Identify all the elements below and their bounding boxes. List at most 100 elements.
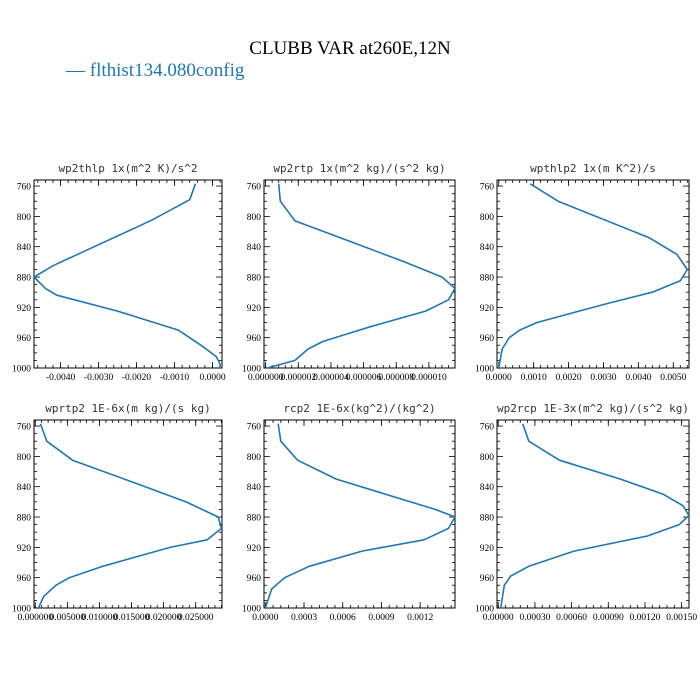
x-tick-label: 0.0020 xyxy=(556,373,582,383)
x-tick-label: -0.0030 xyxy=(84,373,114,383)
x-tick-label: 0.000000 xyxy=(17,613,53,623)
x-tick-label: 0.00120 xyxy=(630,613,661,623)
x-tick-label: 0.010000 xyxy=(82,613,118,623)
x-tick-label: 0.0012 xyxy=(407,613,433,623)
x-tick-label: 0.000004 xyxy=(313,373,349,383)
plot-frame xyxy=(496,179,690,369)
y-tick-label: 880 xyxy=(17,514,32,524)
y-tick-label: 880 xyxy=(247,274,262,284)
x-tick-label: 0.0050 xyxy=(660,373,686,383)
x-tick-label: 0.015000 xyxy=(114,613,150,623)
figure-title: CLUBB VAR at260E,12N xyxy=(249,38,451,59)
x-tick-label: 0.0000 xyxy=(252,613,278,623)
profile-line xyxy=(264,423,455,608)
plot-frame xyxy=(33,179,223,369)
y-tick-label: 880 xyxy=(17,274,32,284)
y-tick-label: 880 xyxy=(247,514,262,524)
panel-title: wp2thlp 1x(m^2 K)/s^2 xyxy=(58,162,197,175)
panel-title: wprtp2 1E-6x(m kg)/(s kg) xyxy=(45,402,211,415)
y-tick-label: 1000 xyxy=(242,365,261,375)
x-tick-label: 0.0030 xyxy=(590,373,616,383)
x-tick-label: 0.000002 xyxy=(280,373,316,383)
y-tick-label: 840 xyxy=(17,483,32,493)
x-tick-label: 0.0010 xyxy=(521,373,547,383)
y-tick-label: 1000 xyxy=(475,605,494,615)
legend-entry: — flthist134.080config xyxy=(65,60,245,81)
y-tick-label: 880 xyxy=(480,274,495,284)
x-tick-label: 0.0009 xyxy=(368,613,394,623)
x-tick-label: -0.0010 xyxy=(160,373,190,383)
y-tick-label: 880 xyxy=(480,514,495,524)
y-tick-label: 1000 xyxy=(475,365,494,375)
x-tick-label: 0.00000 xyxy=(483,613,514,623)
profile-panel: rcp2 1E-6x(kg^2)/(kg^2) 760 800 840 880 920 96… xyxy=(242,402,456,623)
profile-panel: wp2rtp 1x(m^2 kg)/(s^2 kg) 760 800 840 880 92… xyxy=(242,162,456,383)
y-tick-label: 960 xyxy=(247,574,262,584)
y-tick-label: 800 xyxy=(17,213,32,223)
x-tick-label: 0.00060 xyxy=(556,613,587,623)
y-tick-label: 1000 xyxy=(242,605,261,615)
y-tick-label: 960 xyxy=(17,574,32,584)
plot-frame xyxy=(263,179,456,369)
profile-line xyxy=(267,183,455,368)
y-tick-label: 760 xyxy=(247,183,262,193)
y-tick-label: 840 xyxy=(247,483,262,493)
panel-grid: wp2thlp 1x(m^2 K)/s^2 760 800 840 880 920 960 1… xyxy=(12,162,697,623)
profile-panel: wprtp2 1E-6x(m kg)/(s kg) 760 800 840 880 920… xyxy=(12,402,223,623)
y-tick-label: 1000 xyxy=(12,365,31,375)
profile-line xyxy=(499,423,689,608)
x-tick-label: 0.005000 xyxy=(50,613,86,623)
x-tick-label: -0.0040 xyxy=(46,373,76,383)
y-tick-label: 960 xyxy=(480,334,495,344)
y-tick-label: 760 xyxy=(17,423,32,433)
y-tick-label: 960 xyxy=(247,334,262,344)
x-tick-label: 0.000000 xyxy=(248,373,284,383)
y-tick-label: 960 xyxy=(480,574,495,584)
profile-line xyxy=(37,423,222,608)
profile-panel: wp2thlp 1x(m^2 K)/s^2 760 800 840 880 920 960 1… xyxy=(12,162,226,383)
x-tick-label: 0.00150 xyxy=(666,613,697,623)
y-tick-label: 920 xyxy=(247,304,262,314)
plot-frame xyxy=(263,419,456,609)
x-tick-label: 0.000010 xyxy=(411,373,447,383)
y-tick-label: 960 xyxy=(17,334,32,344)
x-tick-label: 0.0000 xyxy=(486,373,512,383)
x-tick-label: 0.0003 xyxy=(291,613,317,623)
y-tick-label: 800 xyxy=(17,453,32,463)
y-tick-label: 760 xyxy=(480,183,495,193)
plot-frame xyxy=(33,419,223,609)
y-tick-label: 1000 xyxy=(12,605,31,615)
x-tick-label: -0.0020 xyxy=(122,373,152,383)
y-tick-label: 920 xyxy=(480,304,495,314)
y-tick-label: 840 xyxy=(480,483,495,493)
y-tick-label: 760 xyxy=(17,183,32,193)
profile-line xyxy=(497,183,689,368)
x-tick-label: 0.0040 xyxy=(625,373,651,383)
x-tick-label: 0.025000 xyxy=(178,613,214,623)
y-tick-label: 920 xyxy=(480,544,495,554)
y-tick-label: 800 xyxy=(247,213,262,223)
y-tick-label: 920 xyxy=(17,304,32,314)
y-tick-label: 800 xyxy=(247,453,262,463)
x-tick-label: 0.000006 xyxy=(346,373,382,383)
y-tick-label: 840 xyxy=(17,243,32,253)
profile-line xyxy=(34,183,221,368)
x-tick-label: 0.0006 xyxy=(330,613,356,623)
y-tick-label: 840 xyxy=(247,243,262,253)
y-tick-label: 920 xyxy=(247,544,262,554)
panel-title: rcp2 1E-6x(kg^2)/(kg^2) xyxy=(283,402,435,415)
y-tick-label: 840 xyxy=(480,243,495,253)
x-tick-label: 0.00090 xyxy=(593,613,624,623)
y-tick-label: 920 xyxy=(17,544,32,554)
panel-title: wp2rcp 1E-3x(m^2 kg)/(s^2 kg) xyxy=(497,402,689,415)
panel-title: wp2rtp 1x(m^2 kg)/(s^2 kg) xyxy=(273,162,445,175)
y-tick-label: 760 xyxy=(247,423,262,433)
panel-title: wpthlp2 1x(m K^2)/s xyxy=(530,162,656,175)
x-tick-label: 0.00030 xyxy=(519,613,550,623)
y-tick-label: 800 xyxy=(480,453,495,463)
y-tick-label: 800 xyxy=(480,213,495,223)
profile-panel: wp2rcp 1E-3x(m^2 kg)/(s^2 kg)760 800 840 88… xyxy=(475,402,697,623)
x-tick-label: 0.000008 xyxy=(378,373,414,383)
y-tick-label: 760 xyxy=(480,423,495,433)
